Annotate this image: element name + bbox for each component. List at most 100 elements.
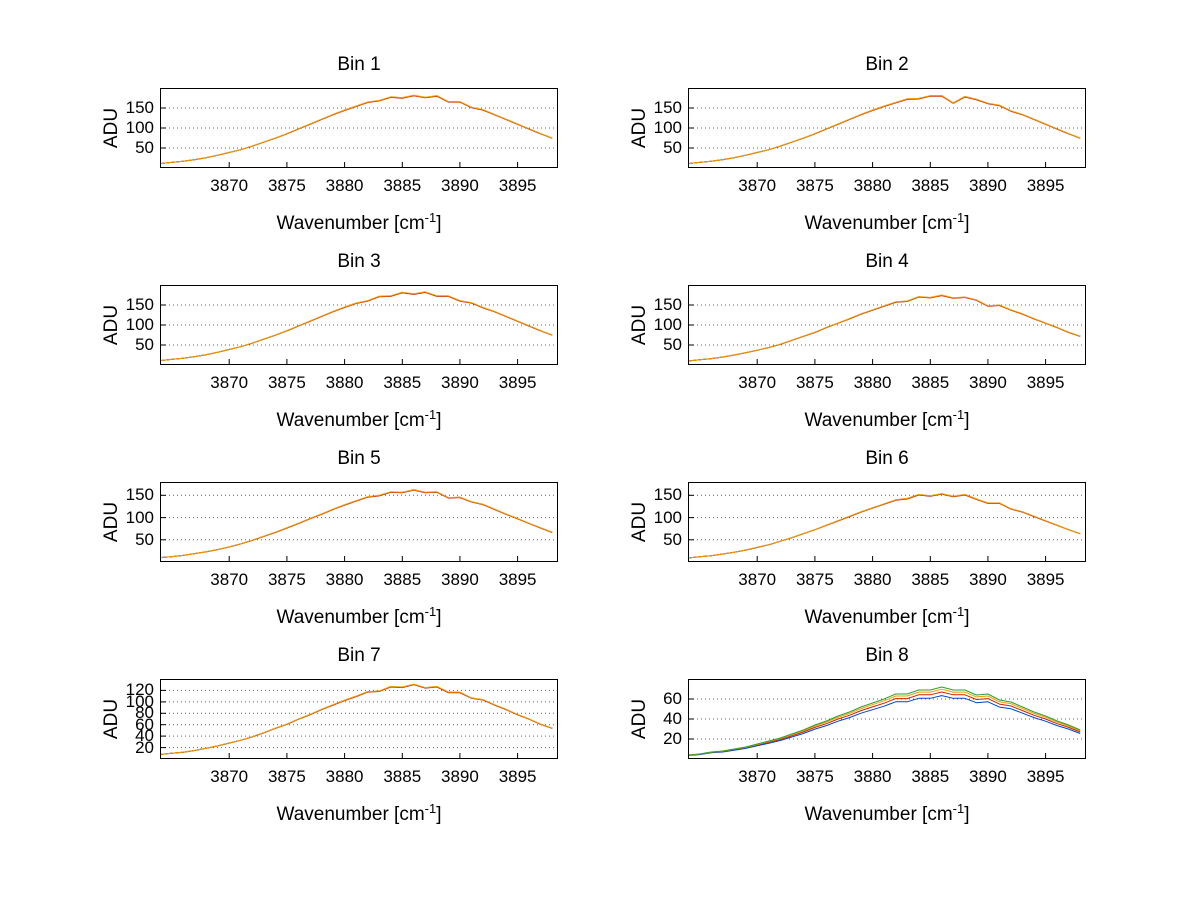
x-tick-label: 3885 <box>383 373 422 392</box>
x-axis-label-superscript: -1 <box>952 801 965 816</box>
series-spectrum-red <box>160 684 553 755</box>
x-axis-label-superscript: -1 <box>424 801 437 816</box>
subplot-axes <box>688 88 1086 168</box>
x-tick-label: 3885 <box>383 176 422 195</box>
series-spectrum-orange <box>160 489 553 559</box>
x-axis-label: Wavenumber [cm-1] <box>160 210 558 235</box>
subplot-title: Bin 8 <box>865 645 909 666</box>
x-tick-label: 3880 <box>325 767 364 786</box>
y-tick-label: 60 <box>135 714 154 734</box>
series-spectrum-green <box>160 489 553 559</box>
axes-box <box>688 88 1086 168</box>
axes-box <box>688 482 1086 562</box>
y-tick-label: 80 <box>135 703 154 723</box>
x-tick-label: 3870 <box>738 373 777 392</box>
x-tick-label: 3890 <box>969 767 1007 786</box>
x-axis-label-text: Wavenumber [cm <box>804 804 953 825</box>
subplot-title: Bin 2 <box>865 54 909 75</box>
y-tick-label: 120 <box>125 680 154 700</box>
y-tick-label: 100 <box>125 507 154 527</box>
x-tick-label: 3875 <box>267 373 306 392</box>
x-tick-label: 3895 <box>1026 176 1065 195</box>
x-axis-label-text: Wavenumber [cm <box>276 410 425 431</box>
series-spectrum-orange <box>160 291 553 362</box>
x-axis-label-suffix: ] <box>964 213 970 234</box>
x-axis-label: Wavenumber [cm-1] <box>688 801 1086 826</box>
x-axis-label-suffix: ] <box>964 804 970 825</box>
series-spectrum-orange <box>160 683 553 755</box>
series-spectrum-blue <box>688 695 1081 756</box>
axes-box <box>160 482 558 562</box>
series-spectrum-green <box>160 291 553 362</box>
x-tick-label: 3890 <box>441 767 479 786</box>
x-tick-label: 3880 <box>325 570 364 589</box>
y-tick-label: 50 <box>135 335 154 354</box>
axes-box <box>688 285 1086 365</box>
x-axis-label: Wavenumber [cm-1] <box>688 210 1086 235</box>
subplot-title: Bin 3 <box>337 251 381 272</box>
x-tick-label: 3895 <box>1026 767 1065 786</box>
x-axis-label-suffix: ] <box>436 410 442 431</box>
y-tick-label: 150 <box>653 485 682 505</box>
y-tick-label: 100 <box>125 691 154 711</box>
series-spectrum-orange <box>688 95 1081 165</box>
y-tick-label: 20 <box>663 729 682 748</box>
x-tick-label: 3870 <box>738 176 777 195</box>
x-tick-label: 3890 <box>969 373 1007 392</box>
x-axis-label-suffix: ] <box>964 607 970 628</box>
x-axis-label: Wavenumber [cm-1] <box>688 604 1086 629</box>
x-axis-label-text: Wavenumber [cm <box>804 213 953 234</box>
series-spectrum-orange <box>160 94 553 165</box>
x-tick-label: 3880 <box>853 176 892 195</box>
x-tick-label: 3870 <box>210 176 249 195</box>
x-axis-label-superscript: -1 <box>424 604 437 619</box>
series-spectrum-green <box>160 683 553 755</box>
x-axis-label: Wavenumber [cm-1] <box>160 801 558 826</box>
x-tick-label: 3890 <box>441 570 479 589</box>
x-axis-label-suffix: ] <box>436 213 442 234</box>
x-tick-label: 3880 <box>325 176 364 195</box>
y-tick-label: 20 <box>135 737 154 757</box>
x-tick-label: 3895 <box>1026 570 1065 589</box>
x-tick-label: 3885 <box>383 570 422 589</box>
axes-box <box>160 679 558 759</box>
x-tick-label: 3880 <box>853 570 892 589</box>
series-spectrum-blue <box>160 291 553 362</box>
x-tick-label: 3880 <box>853 373 892 392</box>
subplot-axes <box>688 482 1086 562</box>
x-axis-label-suffix: ] <box>964 410 970 431</box>
series-spectrum-blue <box>160 684 553 755</box>
y-tick-label: 150 <box>125 98 154 117</box>
axes-box <box>160 285 558 365</box>
x-axis-label-superscript: -1 <box>424 210 437 225</box>
x-tick-label: 3870 <box>738 767 777 786</box>
x-tick-label: 3885 <box>911 570 950 589</box>
x-axis-label-superscript: -1 <box>952 604 965 619</box>
series-spectrum-orange <box>688 493 1081 559</box>
y-tick-label: 40 <box>663 709 682 728</box>
x-axis-label-superscript: -1 <box>424 407 437 422</box>
x-axis-label-text: Wavenumber [cm <box>276 607 425 628</box>
series-spectrum-blue <box>160 489 553 559</box>
y-tick-label: 150 <box>125 485 154 505</box>
x-tick-label: 3875 <box>795 176 834 195</box>
x-axis-label-suffix: ] <box>436 804 442 825</box>
x-tick-label: 3885 <box>911 767 950 786</box>
series-spectrum-red <box>688 691 1081 756</box>
series-spectrum-orange <box>688 294 1081 362</box>
axes-box <box>160 88 558 168</box>
x-axis-label: Wavenumber [cm-1] <box>160 407 558 432</box>
x-tick-label: 3875 <box>267 767 306 786</box>
x-tick-label: 3880 <box>325 373 364 392</box>
x-tick-label: 3875 <box>795 373 834 392</box>
subplot-title: Bin 1 <box>337 54 381 75</box>
y-tick-label: 100 <box>125 118 154 137</box>
subplot-axes <box>160 88 558 168</box>
y-tick-label: 50 <box>135 138 154 157</box>
x-axis-label-suffix: ] <box>436 607 442 628</box>
subplot-title: Bin 7 <box>337 645 381 666</box>
axes-box <box>688 679 1086 759</box>
x-tick-label: 3875 <box>267 570 306 589</box>
x-tick-label: 3890 <box>969 570 1007 589</box>
